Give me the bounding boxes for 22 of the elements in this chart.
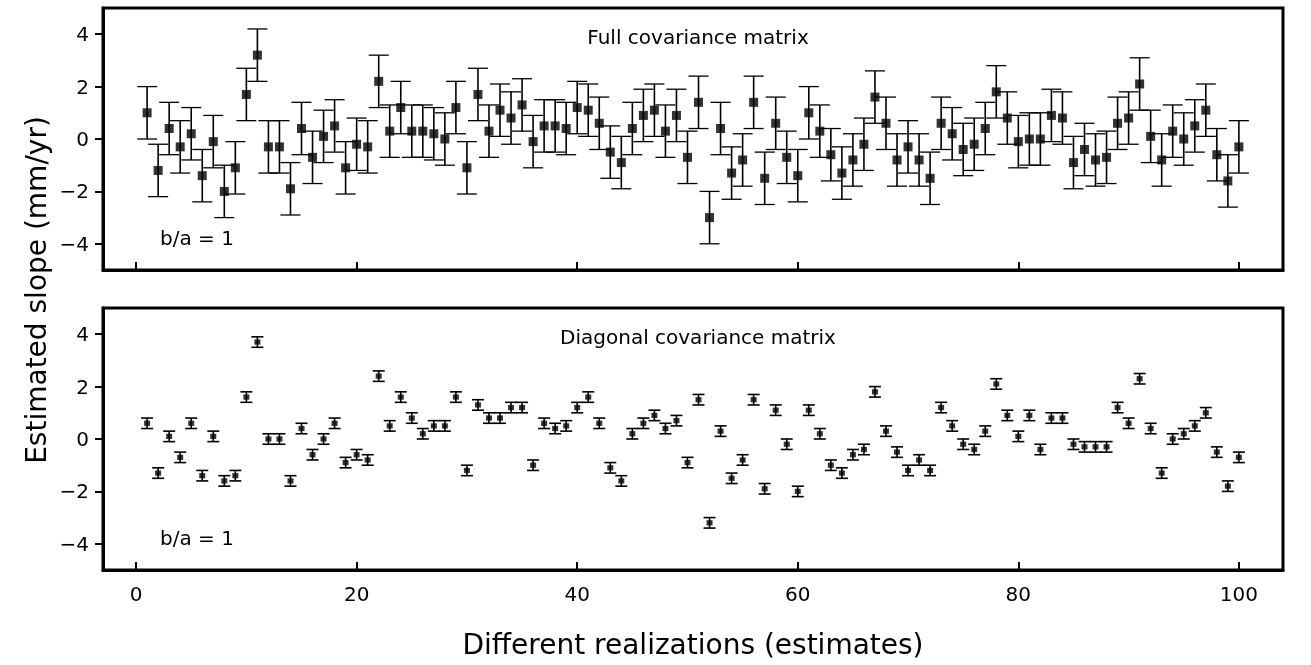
y-tick-label: 2 [76,74,89,99]
annotation: b/a = 1 [160,226,234,250]
y-tick-label: 4 [76,22,89,47]
x-tick-label: 100 [1219,582,1258,606]
y-tick-label: 2 [76,374,89,399]
x-axis-title: Different realizations (estimates) [462,627,924,661]
y-tick-label: −2 [59,179,89,204]
y-tick-label: 0 [76,427,89,451]
x-tick-label: 60 [785,582,811,606]
x-tick-label: 20 [343,582,370,606]
text: Full covariance matrix [587,25,809,49]
y-axis-title: Estimated slope (mm/yr) [19,116,53,464]
y-tick-label: 0 [76,127,89,151]
text: Diagonal covariance matrix [560,325,837,349]
y-tick-label: −4 [59,531,89,556]
y-tick-label: −4 [59,231,89,256]
x-tick-label: 40 [564,582,590,606]
y-tick-label: −2 [59,479,89,504]
x-tick-label: 0 [129,582,143,606]
y-tick-label: 4 [76,322,89,347]
annotation: b/a = 1 [160,526,234,550]
x-tick-label: 80 [1005,582,1032,606]
